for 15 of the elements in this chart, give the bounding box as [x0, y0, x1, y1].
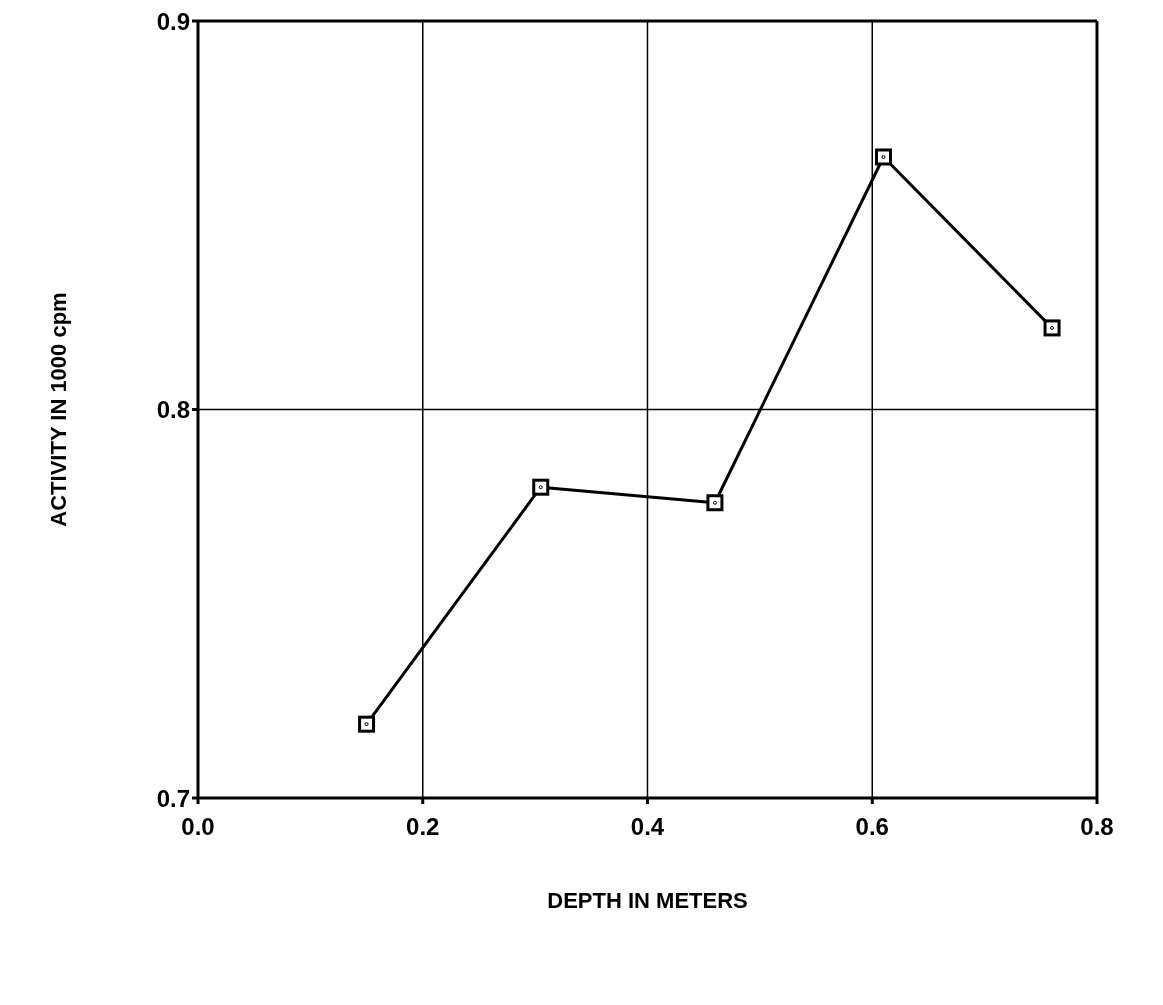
y-axis-title: ACTIVITY IN 1000 cpm — [45, 292, 71, 527]
y-tick-label: 0.8 — [156, 396, 190, 424]
y-tick-label: 0.9 — [156, 7, 190, 35]
x-tick-label: 0.0 — [181, 813, 215, 841]
x-tick-label: 0.8 — [1080, 813, 1114, 841]
point — [532, 478, 550, 496]
x-tick-label: 0.2 — [406, 813, 440, 841]
x-tick-label: 0.6 — [855, 813, 889, 841]
point — [1043, 319, 1061, 337]
point — [706, 494, 724, 512]
point — [358, 715, 376, 733]
x-axis-title: DEPTH IN METERS — [547, 888, 748, 913]
point — [874, 148, 892, 166]
x-tick-label: 0.4 — [630, 813, 665, 841]
y-tick-label: 0.7 — [156, 784, 190, 812]
